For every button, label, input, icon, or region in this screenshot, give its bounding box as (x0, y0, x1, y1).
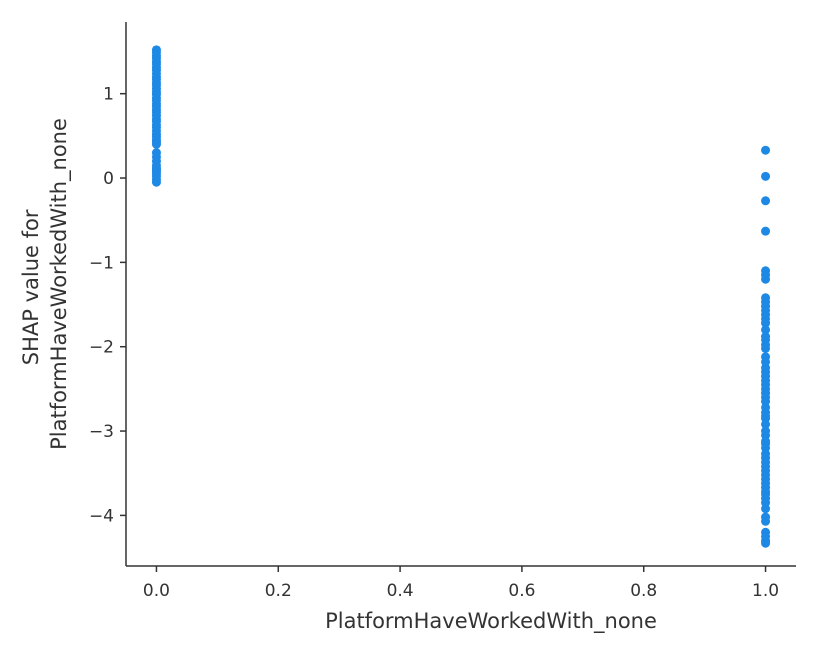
y-axis-label: SHAP value for PlatformHaveWorkedWith_no… (19, 118, 72, 450)
x-tick-label: 1.0 (752, 581, 779, 601)
x-tick-label: 0.2 (265, 581, 292, 601)
data-point (761, 145, 771, 155)
x-axis-label: PlatformHaveWorkedWith_none (325, 609, 657, 634)
y-tick-label: −4 (89, 506, 114, 526)
data-point (761, 439, 771, 449)
y-axis-ticks: 1 0 −1 −2 −3 −4 (89, 85, 126, 526)
data-point (761, 171, 771, 181)
y-axis-label-line-2: PlatformHaveWorkedWith_none (47, 118, 72, 450)
data-point (761, 318, 771, 328)
scatter-points (151, 45, 771, 548)
data-point (761, 430, 771, 440)
data-point (761, 196, 771, 206)
y-tick-label: −2 (89, 338, 114, 358)
data-point (761, 489, 771, 499)
x-tick-label: 0.8 (630, 581, 657, 601)
x-tick-label: 0.0 (143, 581, 170, 601)
data-point (761, 357, 771, 367)
data-point (761, 419, 771, 429)
data-point (761, 305, 771, 315)
data-point (151, 177, 161, 187)
y-axis-label-line-1: SHAP value for (19, 209, 43, 365)
y-tick-label: 0 (103, 169, 114, 189)
x-axis-ticks: 0.0 0.2 0.4 0.6 0.8 1.0 (143, 566, 779, 601)
x-tick-label: 0.6 (508, 581, 535, 601)
data-point (761, 516, 771, 526)
y-tick-label: −1 (89, 253, 114, 273)
data-point (151, 139, 161, 149)
data-point (761, 411, 771, 421)
x-tick-label: 0.4 (387, 581, 414, 601)
data-point (761, 274, 771, 284)
data-point (761, 504, 771, 514)
y-tick-label: −3 (89, 422, 114, 442)
data-point (151, 148, 161, 158)
data-point (151, 165, 161, 175)
data-point (761, 226, 771, 236)
data-point (761, 325, 771, 335)
data-point (761, 538, 771, 548)
data-point (761, 340, 771, 350)
y-tick-label: 1 (103, 85, 114, 105)
